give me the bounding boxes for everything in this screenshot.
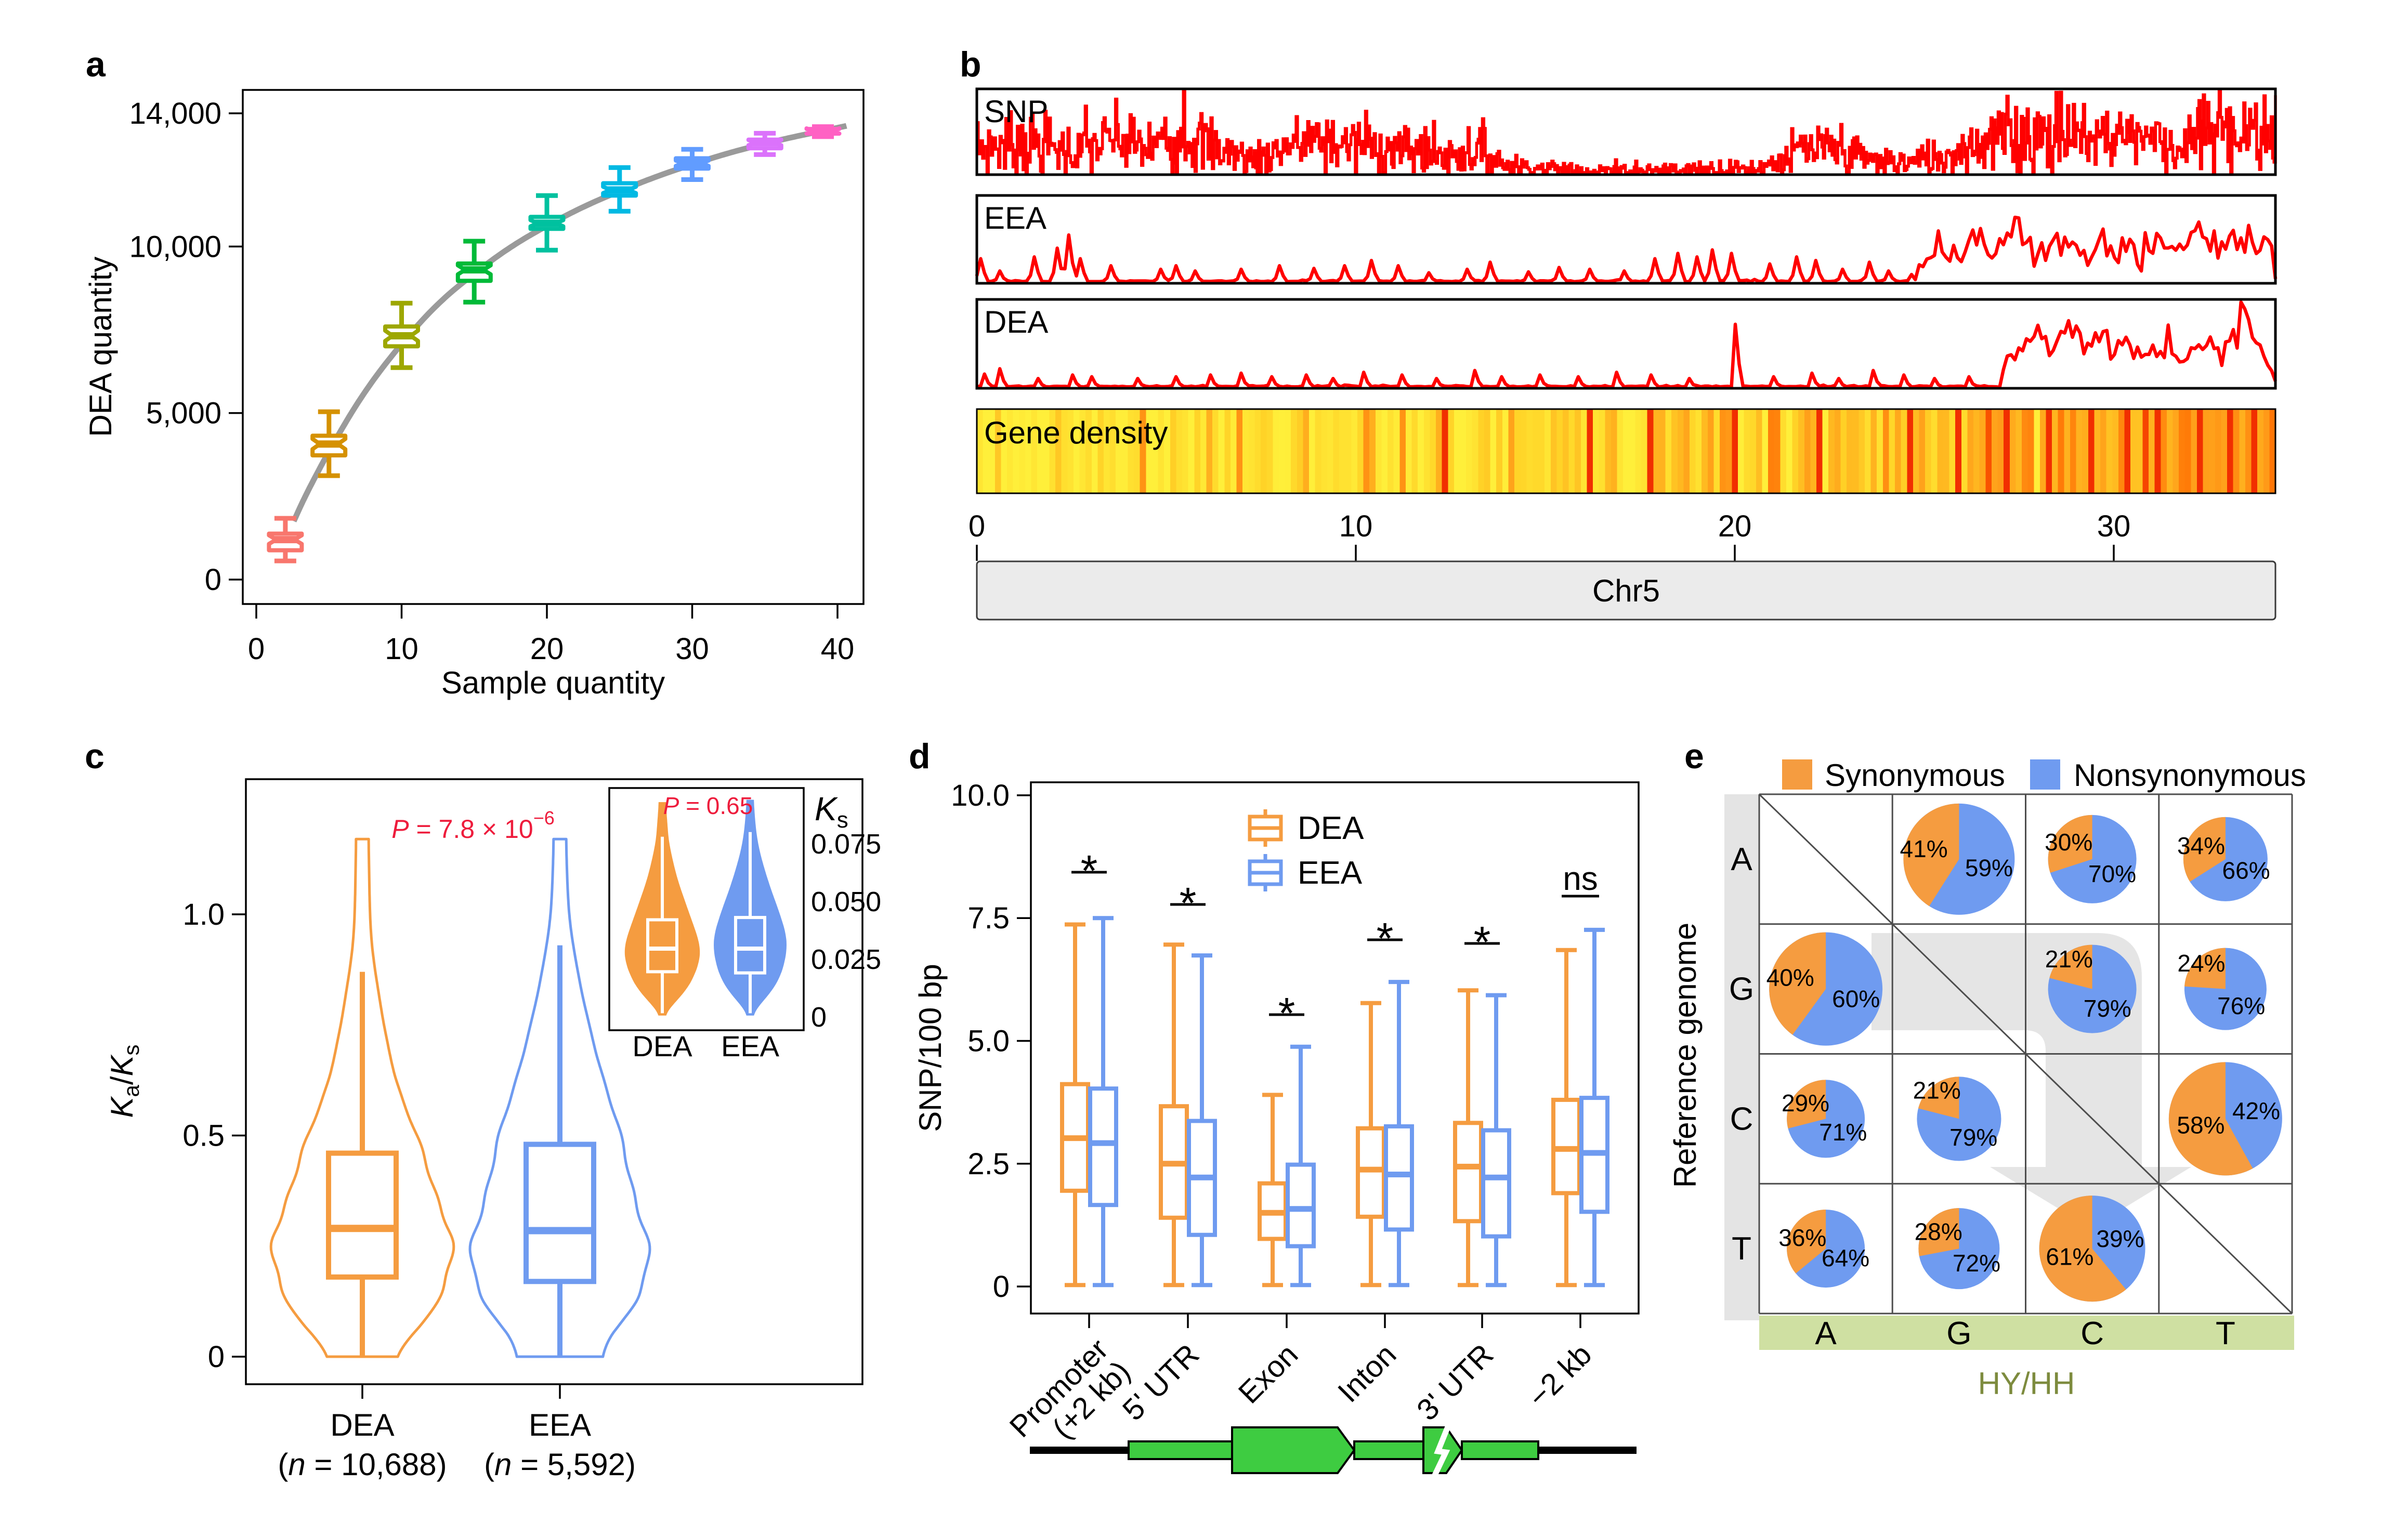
svg-text:41%: 41% xyxy=(1900,835,1948,862)
svg-text:T: T xyxy=(1732,1231,1751,1267)
svg-text:2.5: 2.5 xyxy=(967,1147,1010,1181)
svg-text:Synonymous: Synonymous xyxy=(1825,758,2005,793)
svg-text:5,000: 5,000 xyxy=(146,397,221,430)
svg-text:Reference genome: Reference genome xyxy=(1668,923,1703,1188)
svg-text:36%: 36% xyxy=(1778,1224,1826,1251)
svg-text:0.050: 0.050 xyxy=(811,886,881,917)
svg-text:DEA: DEA xyxy=(1298,810,1364,846)
svg-text:SNP: SNP xyxy=(984,94,1048,129)
svg-text:EEA: EEA xyxy=(1298,855,1363,891)
svg-text:0: 0 xyxy=(205,563,221,597)
svg-text:79%: 79% xyxy=(1949,1124,1997,1151)
svg-text:P = 0.65: P = 0.65 xyxy=(663,792,753,819)
svg-text:79%: 79% xyxy=(2084,995,2131,1022)
svg-text:Ka/Ks: Ka/Ks xyxy=(104,1044,143,1118)
svg-text:C: C xyxy=(1730,1101,1753,1137)
svg-text:*: * xyxy=(1377,914,1394,963)
svg-text:T: T xyxy=(2216,1316,2235,1351)
svg-text:*: * xyxy=(1474,917,1491,966)
svg-text:66%: 66% xyxy=(2222,857,2270,884)
svg-text:DEA quantity: DEA quantity xyxy=(83,257,118,437)
svg-text:DEA: DEA xyxy=(632,1030,692,1062)
svg-text:28%: 28% xyxy=(1915,1218,1962,1245)
svg-text:0: 0 xyxy=(248,632,265,666)
svg-text:a: a xyxy=(86,45,106,84)
svg-text:20: 20 xyxy=(1718,509,1752,543)
svg-text:20: 20 xyxy=(530,632,564,666)
svg-text:21%: 21% xyxy=(2045,946,2093,973)
svg-text:40: 40 xyxy=(821,632,855,666)
svg-text:10: 10 xyxy=(1339,509,1373,543)
svg-text:21%: 21% xyxy=(1913,1076,1961,1104)
svg-text:(n = 10,688): (n = 10,688) xyxy=(278,1447,447,1482)
svg-text:G: G xyxy=(1729,972,1754,1007)
svg-text:0.025: 0.025 xyxy=(811,944,881,975)
svg-text:0: 0 xyxy=(993,1270,1010,1304)
svg-text:71%: 71% xyxy=(1819,1119,1867,1146)
svg-text:7.5: 7.5 xyxy=(967,901,1010,935)
svg-text:Sample quantity: Sample quantity xyxy=(441,665,665,700)
svg-text:34%: 34% xyxy=(2177,832,2225,859)
svg-text:61%: 61% xyxy=(2046,1243,2093,1270)
svg-text:EEA: EEA xyxy=(721,1030,780,1062)
svg-text:A: A xyxy=(1731,842,1752,877)
svg-text:e: e xyxy=(1684,737,1704,776)
svg-text:64%: 64% xyxy=(1822,1244,1869,1271)
svg-text:b: b xyxy=(960,45,981,84)
svg-text:58%: 58% xyxy=(2177,1112,2224,1139)
svg-text:0: 0 xyxy=(811,1002,827,1033)
svg-text:30: 30 xyxy=(675,632,709,666)
svg-text:*: * xyxy=(1278,989,1295,1038)
svg-text:59%: 59% xyxy=(1965,855,2013,882)
svg-text:70%: 70% xyxy=(2088,860,2136,887)
svg-text:60%: 60% xyxy=(1832,986,1880,1013)
svg-text:5.0: 5.0 xyxy=(967,1025,1010,1058)
svg-text:24%: 24% xyxy=(2177,950,2225,977)
svg-text:10: 10 xyxy=(385,632,418,666)
svg-text:DEA: DEA xyxy=(330,1408,394,1442)
svg-text:0.5: 0.5 xyxy=(182,1119,225,1153)
svg-text:d: d xyxy=(909,737,931,776)
svg-text:39%: 39% xyxy=(2096,1225,2144,1252)
svg-text:EEA: EEA xyxy=(984,201,1046,235)
svg-text:Nonsynonymous: Nonsynonymous xyxy=(2074,758,2306,793)
svg-text:SNP/100 bp: SNP/100 bp xyxy=(913,964,948,1132)
svg-text:0: 0 xyxy=(208,1340,225,1374)
svg-text:EEA: EEA xyxy=(529,1408,591,1442)
svg-text:76%: 76% xyxy=(2217,992,2265,1019)
svg-text:1.0: 1.0 xyxy=(182,898,225,931)
svg-text:HY/HH: HY/HH xyxy=(1978,1366,2075,1401)
svg-text:G: G xyxy=(1946,1316,1971,1351)
svg-text:40%: 40% xyxy=(1766,964,1814,991)
svg-text:A: A xyxy=(1815,1316,1837,1351)
svg-text:*: * xyxy=(1081,846,1098,895)
svg-text:14,000: 14,000 xyxy=(129,97,221,130)
svg-text:10,000: 10,000 xyxy=(129,230,221,264)
svg-text:0.075: 0.075 xyxy=(811,829,881,860)
svg-text:C: C xyxy=(2080,1316,2104,1351)
svg-text:72%: 72% xyxy=(1953,1250,2000,1277)
svg-text:Ks: Ks xyxy=(815,790,848,833)
svg-text:0: 0 xyxy=(969,509,985,543)
svg-text:42%: 42% xyxy=(2232,1097,2280,1124)
svg-text:30%: 30% xyxy=(2045,829,2092,856)
svg-text:Gene density: Gene density xyxy=(984,415,1168,450)
svg-text:29%: 29% xyxy=(1782,1089,1829,1117)
svg-text:*: * xyxy=(1180,878,1197,927)
svg-text:10.0: 10.0 xyxy=(951,779,1010,812)
svg-text:ns: ns xyxy=(1563,860,1598,897)
svg-text:Chr5: Chr5 xyxy=(1592,573,1660,608)
svg-text:(n = 5,592): (n = 5,592) xyxy=(484,1447,636,1482)
svg-text:30: 30 xyxy=(2097,509,2131,543)
svg-text:DEA: DEA xyxy=(984,305,1048,339)
svg-text:c: c xyxy=(85,737,104,776)
